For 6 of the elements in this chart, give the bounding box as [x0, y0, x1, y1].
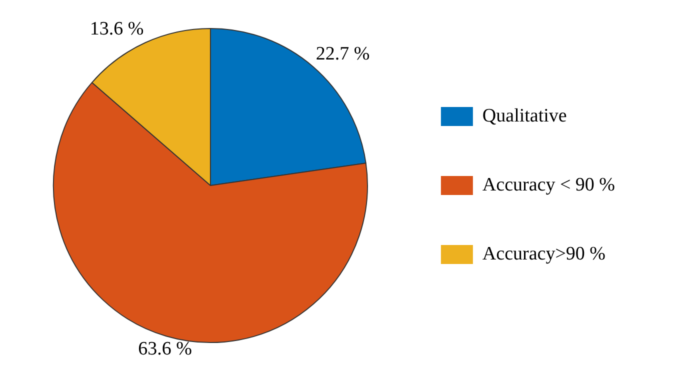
legend-label: Accuracy < 90 % [482, 174, 616, 196]
data-label: 22.7 % [316, 43, 370, 64]
data-label: 63.6 % [138, 338, 192, 360]
legend-label: Qualitative [482, 105, 567, 126]
data-label: 13.6 % [90, 18, 144, 40]
legend-label: Accuracy>90 % [482, 243, 606, 264]
